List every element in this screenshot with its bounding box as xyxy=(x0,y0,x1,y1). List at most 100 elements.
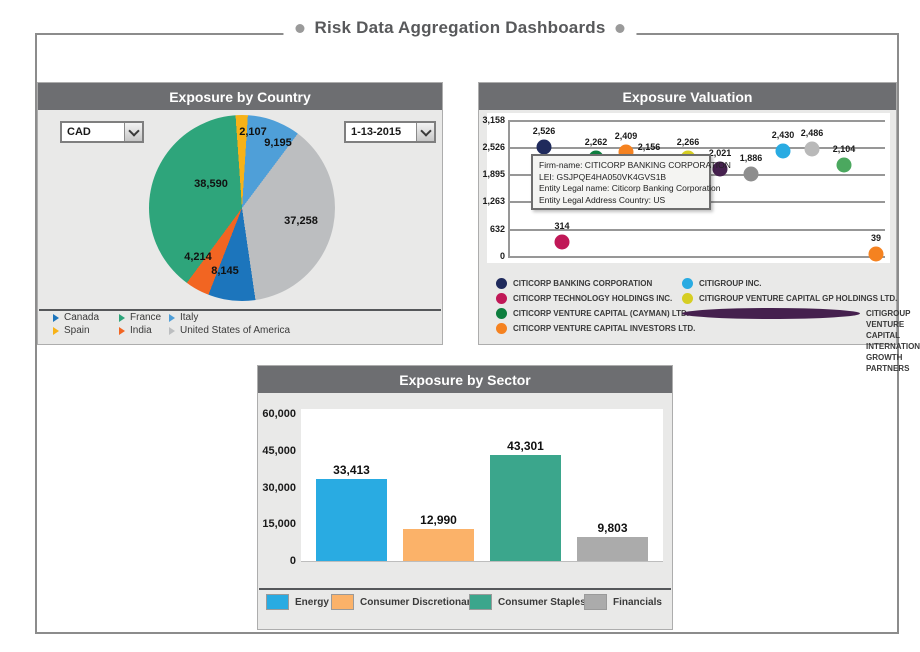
valuation-panel-header: Exposure Valuation xyxy=(479,83,896,110)
sector-legend-item: Consumer Staples xyxy=(469,594,586,610)
scatter-point-label: 2,156 xyxy=(637,141,661,152)
scatter-point-label: 2,104 xyxy=(832,144,856,155)
bar-consumer-staples[interactable] xyxy=(490,454,561,561)
dropdown-arrow-icon[interactable] xyxy=(416,123,434,141)
legend-label: United States of America xyxy=(180,325,291,336)
country-legend-item: United States of America xyxy=(169,325,290,336)
country-legend-separator xyxy=(39,309,441,311)
currency-dropdown[interactable]: CAD xyxy=(60,121,144,143)
bar-value-label: 43,301 xyxy=(507,438,544,453)
legend-label: Canada xyxy=(64,312,100,323)
scatter-point-label: 2,430 xyxy=(771,129,795,140)
bar-consumer-discretionary[interactable] xyxy=(403,529,474,561)
legend-swatch-icon xyxy=(584,594,607,610)
valuation-legend-item: CITIGROUP VENTURE CAPITAL INTERNATIONAL … xyxy=(682,308,920,374)
valuation-legend-item: CITICORP TECHNOLOGY HOLDINGS INC. xyxy=(496,293,678,304)
valuation-tooltip: Firm-name: CITICORP BANKING CORPORATION L… xyxy=(531,154,731,210)
y-axis-tick-label: 3,158 xyxy=(482,114,505,125)
title-right-dot-icon xyxy=(615,23,625,33)
valuation-legend-item: CITICORP VENTURE CAPITAL (CAYMAN) LTD. xyxy=(496,308,689,319)
country-legend-item: Spain xyxy=(53,325,90,336)
y-axis-line xyxy=(508,119,510,256)
sector-legend-item: Consumer Discretionary xyxy=(331,594,476,610)
page-title: Risk Data Aggregation Dashboards xyxy=(283,15,637,41)
pie-slice-label: 37,258 xyxy=(284,215,318,227)
scatter-point-label: 2,021 xyxy=(708,147,732,158)
legend-label: CITIGROUP VENTURE CAPITAL GP HOLDINGS LT… xyxy=(699,294,898,303)
legend-dot-icon xyxy=(496,308,507,319)
scatter-point-label: 2,409 xyxy=(614,130,638,141)
bar-energy[interactable] xyxy=(316,479,387,561)
legend-swatch-icon xyxy=(331,594,354,610)
scatter-point-label: 1,886 xyxy=(739,153,763,164)
bar-value-label: 33,413 xyxy=(333,463,370,478)
legend-dot-icon xyxy=(496,323,507,334)
legend-swatch-icon xyxy=(266,594,289,610)
y-axis-tick-label: 632 xyxy=(489,223,505,234)
country-pie-chart[interactable] xyxy=(149,115,335,301)
tooltip-line: Firm-name: CITICORP BANKING CORPORATION xyxy=(539,160,731,170)
legend-triangle-icon xyxy=(169,326,175,335)
y-axis-tick-label: 30,000 xyxy=(262,481,296,494)
legend-dot-icon xyxy=(496,293,507,304)
y-gridline xyxy=(508,146,885,149)
legend-label: CITIGROUP INC. xyxy=(699,279,762,288)
scatter-point[interactable] xyxy=(868,246,884,262)
legend-dot-icon xyxy=(496,278,507,289)
bar-financials[interactable] xyxy=(577,536,648,561)
scatter-point-label: 2,262 xyxy=(584,137,608,148)
legend-triangle-icon xyxy=(119,313,125,322)
legend-label: CITICORP VENTURE CAPITAL (CAYMAN) LTD. xyxy=(513,309,690,318)
date-dropdown[interactable]: 1-13-2015 xyxy=(344,121,436,143)
title-left-dot-icon xyxy=(295,23,305,33)
valuation-legend-item: CITIGROUP VENTURE CAPITAL GP HOLDINGS LT… xyxy=(682,293,897,304)
y-axis-tick-label: 15,000 xyxy=(262,518,296,531)
legend-label: Consumer Discretionary xyxy=(360,596,477,608)
sector-legend-item: Energy xyxy=(266,594,329,610)
date-dropdown-value: 1-13-2015 xyxy=(351,126,402,138)
scatter-point[interactable] xyxy=(554,234,570,250)
scatter-point[interactable] xyxy=(804,141,820,157)
y-gridline xyxy=(508,119,885,122)
legend-swatch-icon xyxy=(469,594,492,610)
pie-slice-label: 4,214 xyxy=(184,251,212,263)
exposure-by-sector-panel: Exposure by Sector 60,000 45,000 30,000 15,… xyxy=(257,365,673,630)
legend-triangle-icon xyxy=(53,326,59,335)
pie-slice-label: 8,145 xyxy=(211,265,239,277)
legend-label: India xyxy=(130,325,152,336)
scatter-point-label: 39 xyxy=(870,233,882,244)
country-panel-header: Exposure by Country xyxy=(38,83,442,110)
valuation-legend-item: CITICORP BANKING CORPORATION xyxy=(496,278,678,289)
y-axis-tick-label: 60,000 xyxy=(262,408,296,420)
scatter-point[interactable] xyxy=(743,166,759,182)
scatter-point[interactable] xyxy=(836,157,852,173)
y-gridline xyxy=(508,256,885,258)
scatter-point[interactable] xyxy=(536,139,552,155)
page-title-text: Risk Data Aggregation Dashboards xyxy=(314,18,606,37)
country-legend-item: Canada xyxy=(53,312,99,323)
legend-label: CITICORP VENTURE CAPITAL INVESTORS LTD. xyxy=(513,324,696,333)
valuation-legend-item: CITIGROUP INC. xyxy=(682,278,890,289)
scatter-point[interactable] xyxy=(712,161,728,177)
scatter-point[interactable] xyxy=(775,143,791,159)
legend-dot-icon xyxy=(682,278,693,289)
legend-triangle-icon xyxy=(169,313,175,322)
scatter-point-label: 2,526 xyxy=(532,125,556,136)
scatter-point-label: 2,486 xyxy=(800,127,824,138)
bar-value-label: 9,803 xyxy=(597,520,628,535)
sector-legend-item: Financials xyxy=(584,594,662,610)
pie-slice-label: 38,590 xyxy=(194,178,228,190)
legend-label: CITICORP TECHNOLOGY HOLDINGS INC. xyxy=(513,294,673,303)
y-axis-tick-label: 2,526 xyxy=(482,141,505,152)
legend-label: CITICORP BANKING CORPORATION xyxy=(513,279,653,288)
legend-label: Spain xyxy=(64,325,90,336)
legend-dot-icon xyxy=(682,308,860,319)
y-axis-tick-label: 0 xyxy=(289,555,296,567)
sector-panel-title: Exposure by Sector xyxy=(399,371,531,388)
bar-value-label: 12,990 xyxy=(420,513,457,528)
legend-label: CITIGROUP VENTURE CAPITAL INTERNATIONAL … xyxy=(866,309,920,373)
dropdown-arrow-icon[interactable] xyxy=(124,123,142,141)
legend-label: Consumer Staples xyxy=(498,596,586,608)
legend-label: France xyxy=(130,312,162,323)
